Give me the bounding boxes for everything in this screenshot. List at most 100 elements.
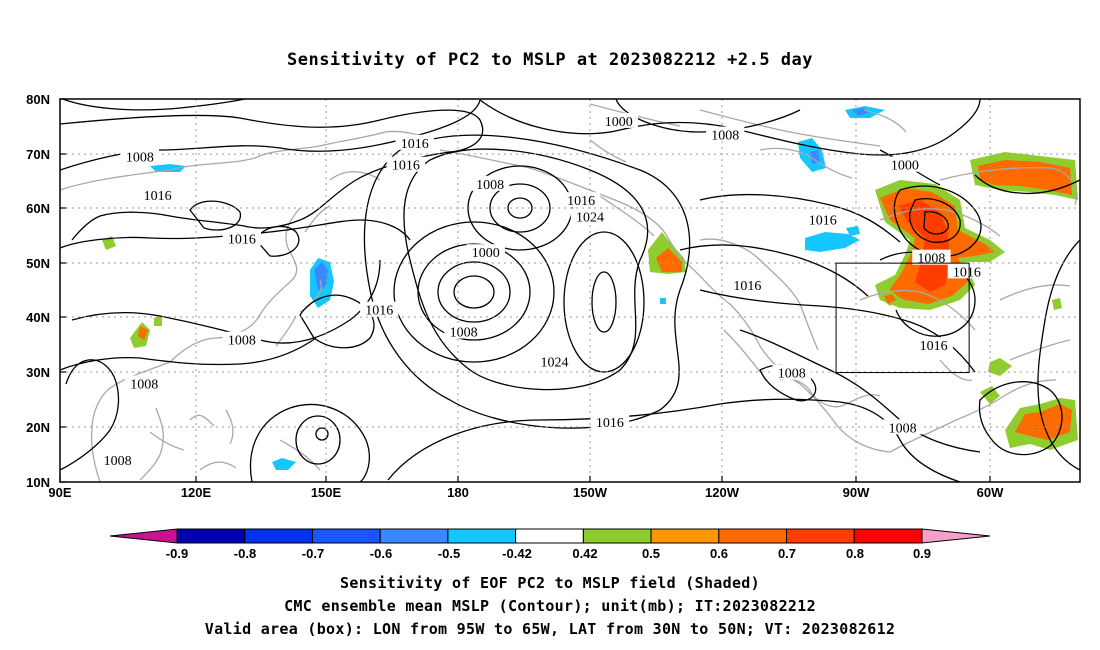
contour-label: 1016 xyxy=(401,137,429,152)
chart-title: Sensitivity of PC2 to MSLP at 2023082212… xyxy=(286,50,813,70)
contour-label-bg xyxy=(599,112,638,128)
lat-label: 40N xyxy=(26,310,50,325)
colorbar-swatch xyxy=(786,528,855,544)
contour-label-bg xyxy=(947,263,987,279)
contour-label: 1008 xyxy=(917,252,945,267)
lon-label: 120W xyxy=(705,485,740,500)
contour-label-bg xyxy=(222,230,262,246)
plot-frame xyxy=(59,98,1081,483)
contour-label-bg xyxy=(222,331,262,347)
colorbar-swatch xyxy=(582,528,652,544)
lon-label: 90W xyxy=(843,485,870,500)
contour-label-bg xyxy=(772,364,811,380)
lat-label: 20N xyxy=(26,420,50,435)
colorbar-swatch xyxy=(515,528,584,544)
caption-line-contour: CMC ensemble mean MSLP (Contour); unit(m… xyxy=(284,597,816,615)
lat-label: 60N xyxy=(26,201,50,216)
contour-label: 1008 xyxy=(126,150,154,165)
colorbar-label: -0.6 xyxy=(370,546,392,561)
colorbar-swatch xyxy=(176,528,246,544)
contour-label: 1000 xyxy=(605,115,633,130)
contour-label-bg xyxy=(360,301,399,317)
contour-label-bg xyxy=(803,211,842,227)
lon-label: 90E xyxy=(48,485,71,500)
contour-label: 1016 xyxy=(953,265,981,280)
contour-label: 1008 xyxy=(130,378,158,393)
contour-label: 1016 xyxy=(567,194,595,209)
lon-label: 150W xyxy=(573,485,608,500)
colorbar: -0.9 -0.8 -0.7 -0.6 -0.5 -0.42 0.42 0.5 … xyxy=(109,528,991,561)
contour-label: 1016 xyxy=(920,339,948,354)
contour-label: 1016 xyxy=(365,304,393,319)
contour-label: 1016 xyxy=(809,213,837,228)
lat-label: 50N xyxy=(26,256,50,271)
contour-label: 1024 xyxy=(540,356,568,371)
lon-label: 180 xyxy=(447,485,469,500)
valid-area-box-group xyxy=(835,262,970,374)
colorbar-label: -0.42 xyxy=(502,546,532,561)
colorbar-high-end xyxy=(921,528,991,544)
colorbar-label: 0.42 xyxy=(572,546,597,561)
contour-label-bg xyxy=(395,134,434,150)
contour-label: 1008 xyxy=(228,334,256,349)
colorbar-label: 0.6 xyxy=(710,546,728,561)
contour-labels: 1016 1016 1008 1016 1016 1016 1008 1008 1008 1000… xyxy=(98,112,987,469)
contour-label-bg xyxy=(444,323,483,339)
contour-label-bg xyxy=(912,249,951,265)
contour-label-bg xyxy=(535,353,574,369)
contour-label-bg xyxy=(706,126,745,142)
contour-label-bg xyxy=(914,337,953,353)
contour-label-bg xyxy=(466,244,505,260)
colorbar-swatch xyxy=(244,528,313,544)
contour-label-bg xyxy=(98,452,137,468)
colorbar-label: 0.7 xyxy=(778,546,796,561)
lat-label: 10N xyxy=(26,475,50,490)
contour-label-bg xyxy=(470,175,510,191)
lon-label: 150E xyxy=(311,485,342,500)
lon-label: 120E xyxy=(181,485,212,500)
colorbar-label: 0.9 xyxy=(913,546,931,561)
colorbar-swatch xyxy=(447,528,517,544)
contour-label: 1000 xyxy=(891,159,919,174)
colorbar-swatch xyxy=(853,528,923,544)
contour-label-bg xyxy=(138,186,177,202)
contour-label-bg xyxy=(561,192,601,208)
contour-label: 1008 xyxy=(711,129,739,144)
contour-label-bg xyxy=(590,413,630,429)
sensitivity-shading xyxy=(102,106,1078,470)
colorbar-label: 0.5 xyxy=(642,546,660,561)
colorbar-swatch xyxy=(718,528,788,544)
contour-label: 1000 xyxy=(472,246,500,261)
contour-label: 1016 xyxy=(733,279,761,294)
colorbar-label: -0.5 xyxy=(438,546,460,561)
colorbar-swatch xyxy=(311,528,381,544)
contour-label: 1016 xyxy=(228,233,256,248)
lat-label: 80N xyxy=(26,92,50,107)
contour-label-bg xyxy=(570,208,610,224)
colorbar-label: 0.8 xyxy=(846,546,864,561)
contour-label: 1008 xyxy=(778,367,806,382)
lat-label: 30N xyxy=(26,365,50,380)
caption-line-shading: Sensitivity of EOF PC2 to MSLP field (Sh… xyxy=(340,574,760,592)
contour-label: 1008 xyxy=(889,421,917,436)
contour-label: 1008 xyxy=(476,178,504,193)
colorbar-label: -0.8 xyxy=(234,546,256,561)
contour-label: 1008 xyxy=(104,454,132,469)
graticule xyxy=(60,99,1080,482)
lon-label: 60W xyxy=(977,485,1004,500)
contour-label-bg xyxy=(120,148,160,164)
contour-label-bg xyxy=(883,419,922,435)
coastlines xyxy=(60,103,1077,482)
colorbar-label: -0.7 xyxy=(302,546,324,561)
contour-label: 1024 xyxy=(576,211,604,226)
contour-label-bg xyxy=(125,375,164,391)
contour-label: 1016 xyxy=(144,189,172,204)
caption-line-valid-area: Valid area (box): LON from 95W to 65W, L… xyxy=(204,620,896,638)
contour-label-bg xyxy=(885,156,925,172)
valid-area-box xyxy=(835,262,970,374)
contour-label: 1016 xyxy=(392,159,420,174)
axis-ticks xyxy=(59,98,991,483)
contour-label: 1016 xyxy=(596,416,624,431)
contour-label-bg xyxy=(728,277,767,293)
